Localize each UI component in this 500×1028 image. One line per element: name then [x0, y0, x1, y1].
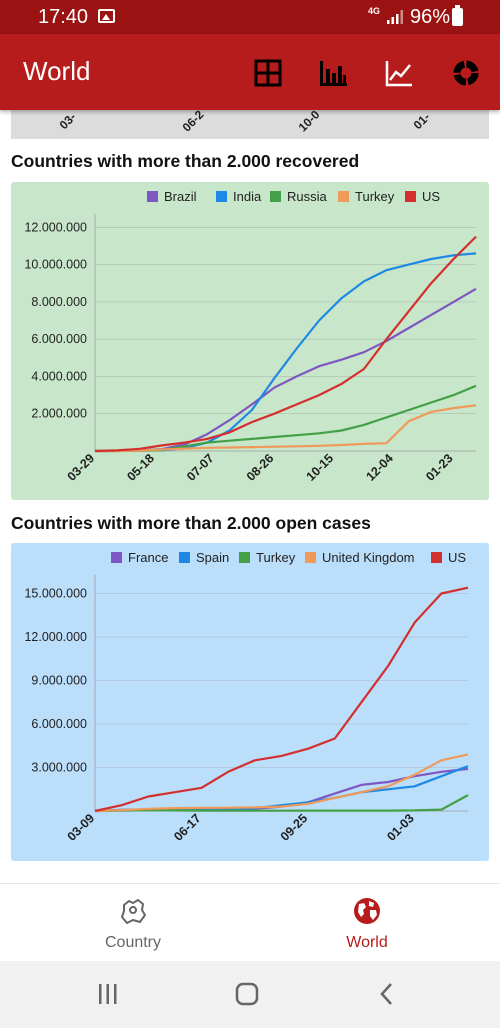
series-line-turkey: [95, 404, 477, 453]
legend-swatch: [431, 552, 442, 563]
nav-world[interactable]: World: [242, 884, 492, 962]
legend-label: United Kingdom: [322, 550, 415, 565]
nav-world-label: World: [346, 934, 388, 951]
image-notification-icon: [98, 9, 115, 23]
legend-swatch: [305, 552, 316, 563]
signal-icon: [387, 10, 403, 24]
legend-label: India: [233, 189, 262, 204]
x-tick-label: 10-0: [295, 110, 323, 135]
legend-swatch: [179, 552, 190, 563]
y-tick-label: 15.000.000: [24, 587, 87, 601]
status-time: 17:40: [38, 6, 89, 28]
donut-chart-icon[interactable]: [451, 58, 481, 88]
home-icon[interactable]: [232, 979, 262, 1009]
chart-background: [11, 182, 489, 500]
x-tick-label: 06-2: [179, 110, 207, 135]
network-type-label: 4G: [368, 6, 381, 16]
x-tick-label: 01-: [410, 110, 433, 133]
open-cases-chart-svg: 3.000.000 6.000.000 9.000.000 12.000.000 15.…: [11, 543, 489, 861]
series-line-us: [94, 586, 469, 813]
y-tick-label: 2.000.000: [31, 407, 87, 421]
y-tick-label: 9.000.000: [31, 674, 87, 688]
y-tick-label: 8.000.000: [31, 295, 87, 309]
battery-icon: [452, 5, 463, 26]
back-icon[interactable]: [372, 979, 402, 1009]
page-title: World: [23, 56, 91, 86]
y-tick-label: 3.000.000: [31, 761, 87, 775]
legend-label: Turkey: [355, 189, 395, 204]
legend-label: US: [448, 550, 466, 565]
legend-swatch: [216, 191, 227, 202]
legend-label: Turkey: [256, 550, 296, 565]
series-line-turkey: [94, 794, 469, 813]
legend-swatch: [239, 552, 250, 563]
nav-country[interactable]: Country: [8, 884, 258, 962]
y-tick-label: 6.000.000: [31, 332, 87, 346]
y-tick-label: 10.000.000: [24, 258, 87, 272]
x-tick-label: 03-: [56, 110, 79, 133]
section-title-open-cases: Countries with more than 2.000 open case…: [11, 513, 371, 533]
legend-swatch: [270, 191, 281, 202]
legend-swatch: [111, 552, 122, 563]
globe-icon: [354, 898, 380, 924]
chart-background: [11, 543, 489, 861]
nav-country-label: Country: [104, 934, 162, 951]
legend-label: US: [422, 189, 440, 204]
bottom-navigation: Country World: [0, 883, 500, 961]
battery-percentage: 96%: [410, 6, 451, 28]
section-title-recovered: Countries with more than 2.000 recovered: [11, 151, 360, 171]
recovered-chart: 2.000.000 4.000.000 6.000.000 8.000.000 10.0…: [11, 182, 489, 500]
world-content[interactable]: 03- 06-2 10-0 01- Countries with more th…: [0, 110, 500, 883]
recovered-chart-svg: 2.000.000 4.000.000 6.000.000 8.000.000 10.0…: [11, 182, 489, 500]
recent-apps-icon[interactable]: [93, 979, 123, 1009]
status-bar: 17:40 4G 96%: [0, 0, 500, 34]
line-chart-icon[interactable]: [384, 58, 414, 88]
y-tick-label: 12.000.000: [24, 630, 87, 644]
system-navigation-bar: [0, 961, 500, 1028]
country-map-icon: [121, 899, 146, 924]
legend-swatch: [147, 191, 158, 202]
legend-label: Russia: [287, 189, 328, 204]
series-line-united-kingdom: [94, 753, 469, 813]
legend-label: France: [128, 550, 168, 565]
bar-chart-icon[interactable]: [318, 58, 348, 88]
legend-label: Spain: [196, 550, 229, 565]
table-icon[interactable]: [253, 58, 283, 88]
y-tick-label: 6.000.000: [31, 717, 87, 731]
legend-swatch: [338, 191, 349, 202]
open-cases-chart: 3.000.000 6.000.000 9.000.000 12.000.000 15.…: [11, 543, 489, 861]
app-bar: World: [0, 34, 500, 110]
series-line-us: [94, 235, 477, 453]
legend-swatch: [405, 191, 416, 202]
legend-label: Brazil: [164, 189, 197, 204]
y-tick-label: 4.000.000: [31, 369, 87, 383]
y-tick-label: 12.000.000: [24, 220, 87, 234]
previous-chart-fragment: 03- 06-2 10-0 01-: [11, 110, 489, 139]
